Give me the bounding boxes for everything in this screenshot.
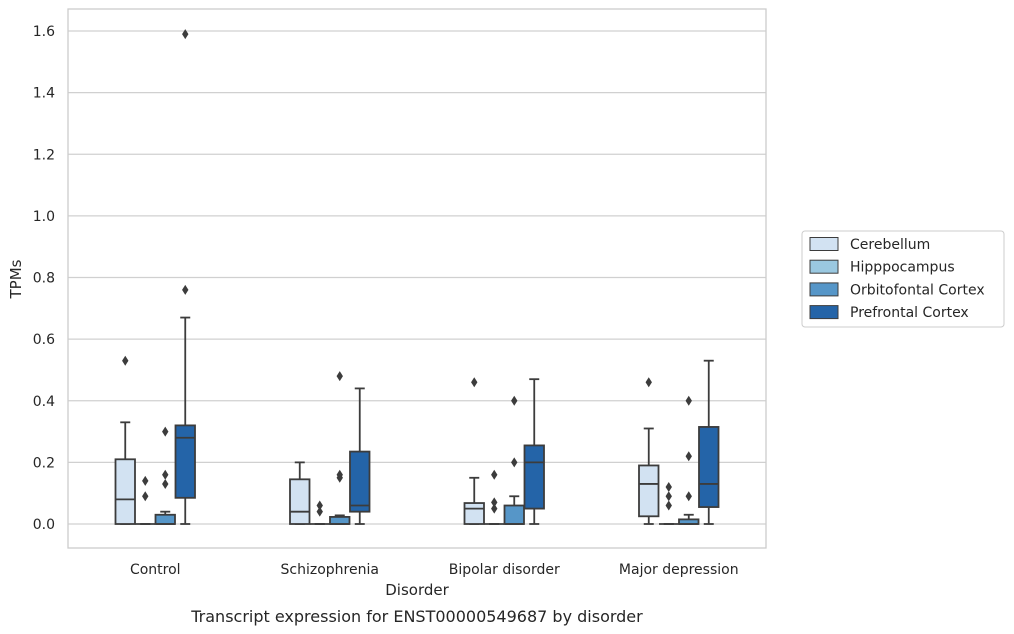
iqr-box [174,424,196,499]
figure-caption: Transcript expression for ENST0000054968… [190,607,643,626]
outlier-point [665,491,672,502]
box-cerebellum-control [114,355,136,525]
gridlines [68,30,766,525]
outlier-point [471,377,478,388]
outlier-point [511,457,518,468]
outlier-point [162,478,169,489]
outlier-point [182,29,189,40]
iqr-box [463,502,485,525]
y-tick-label: 0.0 [33,517,55,533]
y-tick-label: 0.4 [33,394,55,410]
box-hipppocampus-bipolar-disorder [484,469,504,525]
box-hipppocampus-control [135,475,155,525]
iqr-box [329,516,351,525]
x-axis-title: Disorder [385,581,449,599]
box-orbitofontal-cortex-schizophrenia [329,371,351,525]
plot-frame [67,8,767,549]
outlier-point [491,497,498,508]
box-orbitofontal-cortex-major-depression [678,395,700,525]
x-tick-label-schizophrenia: Schizophrenia [281,562,379,578]
box-prefrontal-cortex-bipolar-disorder [523,378,545,525]
outlier-point [665,482,672,493]
box-prefrontal-cortex-schizophrenia [349,387,371,525]
outlier-point [336,371,343,382]
legend-swatch-prefrontal-cortex [809,305,839,320]
box-cerebellum-schizophrenia [289,461,311,525]
outlier-point [491,469,498,480]
outlier-point [685,451,692,462]
box-orbitofontal-cortex-bipolar-disorder [503,395,525,525]
outlier-point [316,506,323,517]
outlier-point [685,395,692,406]
boxes-layer [114,29,720,525]
legend: Cerebellum Hipppocampus Orbitofontal Corte… [801,230,1005,328]
outlier-point [162,469,169,480]
y-tick-label: 1.2 [33,147,55,163]
outlier-point [182,284,189,295]
legend-swatch-hipppocampus [809,259,839,274]
y-tick-label: 0.2 [33,455,55,471]
legend-label-cerebellum: Cerebellum [850,237,930,253]
outlier-point [336,469,343,480]
outlier-point [685,491,692,502]
y-tick-label: 0.8 [33,271,55,287]
outlier-point [122,355,129,366]
outlier-point [645,377,652,388]
iqr-box [638,464,660,518]
y-tick-label: 1.6 [33,24,55,40]
x-tick-label-major-depression: Major depression [619,562,739,578]
y-tick-label: 1.0 [33,209,55,225]
box-prefrontal-cortex-major-depression [698,359,720,525]
box-orbitofontal-cortex-control [154,426,176,525]
y-tick-label: 0.6 [33,332,55,348]
y-axis-title: TPMs [7,259,25,299]
outlier-point [162,426,169,437]
box-cerebellum-bipolar-disorder [463,377,485,525]
box-prefrontal-cortex-control [174,29,196,525]
outlier-point [665,500,672,511]
box-cerebellum-major-depression [638,377,660,525]
outlier-point [491,503,498,514]
outlier-point [142,475,149,486]
legend-frame [801,230,1005,328]
legend-label-prefrontal-cortex: Prefrontal Cortex [850,305,969,321]
x-tick-label-bipolar-disorder: Bipolar disorder [449,562,560,578]
legend-label-hipppocampus: Hipppocampus [850,260,955,276]
legend-swatch-cerebellum [809,237,839,251]
legend-swatch-orbitofontal-cortex [809,282,839,297]
outlier-point [316,500,323,511]
outlier-point [511,395,518,406]
x-tick-label-control: Control [130,562,181,578]
iqr-box [698,426,720,508]
iqr-box [503,504,525,525]
legend-label-orbitofontal-cortex: Orbitofontal Cortex [850,282,985,298]
iqr-box [114,458,136,525]
iqr-box [289,478,311,525]
y-tick-labels: 0.0 0.2 0.4 0.6 0.8 1.0 1.2 1.4 1.6 [33,24,55,533]
iqr-box [523,444,545,510]
outlier-point [142,491,149,502]
iqr-box [349,450,371,513]
iqr-box [154,513,176,525]
x-tick-labels: Control Schizophrenia Bipolar disorder Majo… [130,562,739,578]
y-tick-label: 1.4 [33,86,55,102]
box-hipppocampus-major-depression [659,482,679,525]
box-hipppocampus-schizophrenia [310,500,330,525]
